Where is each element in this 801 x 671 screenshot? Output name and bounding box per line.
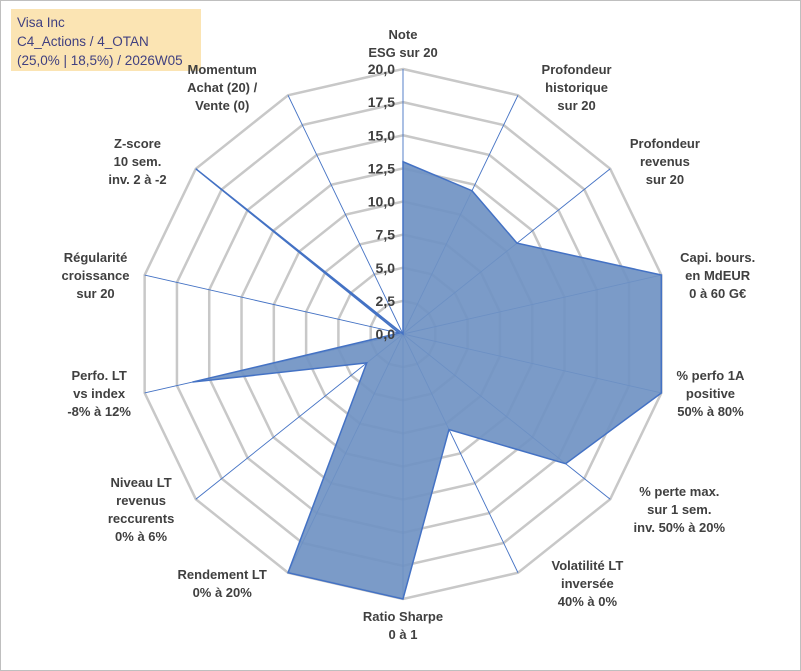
axis-label-5-line-2: inv. 50% à 20% [634, 520, 726, 535]
axis-label-9-line-3: 0% à 6% [115, 529, 167, 544]
tick-label-2: 5,0 [376, 260, 396, 276]
tick-label-6: 15,0 [368, 127, 395, 143]
axis-label-0: Note ESG sur 20 [368, 27, 437, 60]
axis-label-12: Z-score 10 sem. inv. 2 à -2 [108, 136, 166, 187]
axis-label-3-line-1: en MdEUR [685, 268, 751, 283]
axis-label-11-line-2: sur 20 [76, 286, 114, 301]
axis-label-11-line-1: croissance [62, 268, 130, 283]
axis-label-2-line-0: Profondeur [630, 136, 700, 151]
tick-label-0: 0,0 [376, 326, 396, 342]
axis-label-3-line-0: Capi. bours. [680, 250, 755, 265]
axis-label-11-line-0: Régularité [64, 250, 128, 265]
axis-label-4-line-1: positive [686, 386, 735, 401]
axis-label-12-line-1: 10 sem. [114, 154, 162, 169]
axis-label-12-line-0: Z-score [114, 136, 161, 151]
info-line-company: Visa Inc [17, 15, 65, 30]
axis-label-4: % perfo 1A positive 50% à 80% [677, 368, 746, 419]
axis-label-5-line-0: % perte max. [639, 484, 719, 499]
axis-label-6-line-1: inversée [561, 576, 614, 591]
axis-label-9-line-1: revenus [116, 493, 166, 508]
axis-label-10-line-0: Perfo. LT [71, 368, 126, 383]
axis-label-7: Ratio Sharpe 0 à 1 [363, 609, 443, 642]
axis-label-13-line-1: Achat (20) / [187, 80, 257, 95]
axis-label-13-line-0: Momentum [188, 62, 257, 77]
axis-label-0-line-0: Note [389, 27, 418, 42]
axis-label-2-line-2: sur 20 [646, 172, 684, 187]
axis-label-10-line-2: -8% à 12% [67, 404, 131, 419]
tick-label-8: 20,0 [368, 61, 395, 77]
axis-label-8: Rendement LT 0% à 20% [178, 567, 267, 600]
axis-label-6: Volatilité LT inversée 40% à 0% [552, 558, 624, 609]
axis-label-13: Momentum Achat (20) / Vente (0) [187, 62, 257, 113]
axis-label-10-line-1: vs index [73, 386, 126, 401]
axis-label-12-line-2: inv. 2 à -2 [108, 172, 166, 187]
axis-label-1-line-2: sur 20 [557, 98, 595, 113]
series-area [192, 160, 663, 600]
info-box: Visa Inc C4_Actions / 4_OTAN (25,0% | 18… [11, 9, 201, 71]
axis-label-6-line-2: 40% à 0% [558, 594, 618, 609]
info-line-weights: (25,0% | 18,5%) / 2026W05 [17, 53, 183, 68]
axis-label-0-line-1: ESG sur 20 [368, 45, 437, 60]
axis-label-4-line-0: % perfo 1A [677, 368, 746, 383]
axis-label-9: Niveau LT revenus reccurents 0% à 6% [108, 475, 174, 544]
tick-label-3: 7,5 [376, 227, 396, 243]
axis-label-3-line-2: 0 à 60 G€ [689, 286, 746, 301]
axis-label-2: Profondeur revenus sur 20 [630, 136, 700, 187]
axis-label-10: Perfo. LT vs index -8% à 12% [67, 368, 131, 419]
spoke-13 [287, 95, 404, 335]
tick-label-1: 2,5 [376, 293, 396, 309]
radar-axis-labels: Note ESG sur 20 Profondeur historique sur 20… [62, 27, 756, 642]
radar-series [192, 160, 663, 600]
spoke-11 [144, 274, 404, 335]
tick-label-5: 12,5 [368, 160, 395, 176]
axis-label-4-line-2: 50% à 80% [677, 404, 744, 419]
radar-tick-labels: 0,0 2,5 5,0 7,5 10,0 12,5 15,0 17,5 20,0 [368, 61, 395, 342]
axis-label-11: Régularité croissance sur 20 [62, 250, 130, 301]
axis-label-7-line-0: Ratio Sharpe [363, 609, 443, 624]
axis-label-9-line-0: Niveau LT [110, 475, 171, 490]
axis-label-6-line-0: Volatilité LT [552, 558, 624, 573]
axis-label-1-line-0: Profondeur [542, 62, 612, 77]
axis-label-7-line-1: 0 à 1 [389, 627, 418, 642]
axis-label-1-line-1: historique [545, 80, 608, 95]
axis-label-3: Capi. bours. en MdEUR 0 à 60 G€ [680, 250, 755, 301]
axis-label-5: % perte max. sur 1 sem. inv. 50% à 20% [634, 484, 726, 535]
axis-label-1: Profondeur historique sur 20 [542, 62, 612, 113]
axis-label-5-line-1: sur 1 sem. [647, 502, 711, 517]
axis-label-8-line-1: 0% à 20% [193, 585, 253, 600]
axis-label-13-line-2: Vente (0) [195, 98, 249, 113]
axis-label-8-line-0: Rendement LT [178, 567, 267, 582]
info-line-category: C4_Actions / 4_OTAN [17, 34, 149, 49]
axis-label-9-line-2: reccurents [108, 511, 174, 526]
axis-label-2-line-1: revenus [640, 154, 690, 169]
tick-label-7: 17,5 [368, 94, 395, 110]
tick-label-4: 10,0 [368, 194, 395, 210]
